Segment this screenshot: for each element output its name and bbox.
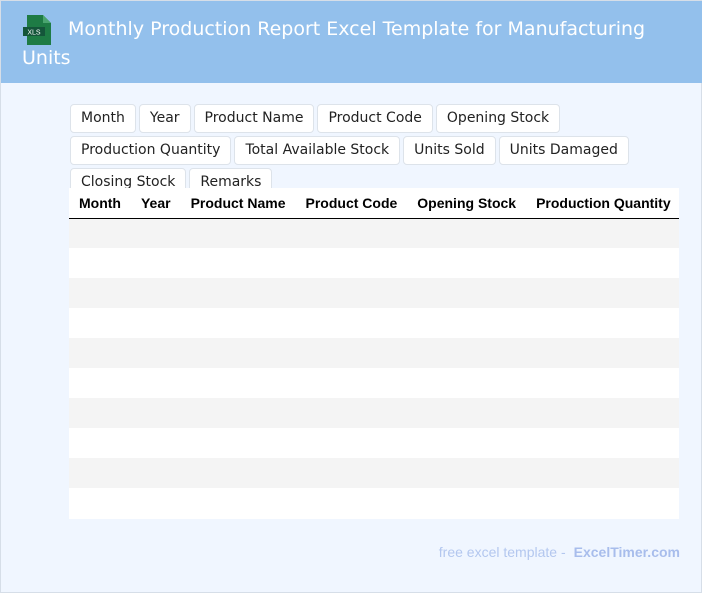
table-cell[interactable]	[131, 488, 181, 518]
table-row	[69, 218, 679, 248]
table-cell[interactable]	[526, 218, 679, 248]
table-cell[interactable]	[295, 398, 408, 428]
table-row	[69, 428, 679, 458]
table-cell[interactable]	[295, 338, 408, 368]
table-cell[interactable]	[526, 338, 679, 368]
field-chip[interactable]: Opening Stock	[435, 104, 561, 133]
table-cell[interactable]	[130, 458, 181, 488]
table-cell[interactable]	[526, 308, 679, 338]
table-cell[interactable]	[407, 248, 526, 278]
table-cell[interactable]	[69, 248, 131, 278]
column-header: Opening Stock	[407, 188, 527, 219]
field-chip[interactable]: Product Name	[193, 104, 315, 133]
column-header: Product Code	[295, 188, 408, 219]
page-header: XLS Monthly Production Report Excel Temp…	[1, 1, 702, 83]
table-cell[interactable]	[69, 458, 131, 488]
field-chip[interactable]: Units Sold	[403, 136, 496, 165]
table-cell[interactable]	[407, 428, 526, 458]
table-cell[interactable]	[526, 428, 679, 458]
field-chip[interactable]: Units Damaged	[498, 136, 629, 165]
table-row	[69, 368, 679, 398]
table-cell[interactable]	[296, 488, 408, 518]
table-cell[interactable]	[181, 248, 296, 278]
xls-file-icon: XLS	[23, 15, 51, 45]
table-cell[interactable]	[407, 458, 527, 488]
table-row	[69, 338, 679, 368]
table-cell[interactable]	[407, 368, 526, 398]
table-cell[interactable]	[131, 428, 181, 458]
table-cell[interactable]	[526, 368, 679, 398]
table-cell[interactable]	[180, 338, 296, 368]
table-cell[interactable]	[131, 368, 181, 398]
table-row	[69, 248, 679, 278]
table-cell[interactable]	[526, 488, 679, 518]
table-cell[interactable]	[131, 308, 181, 338]
column-header: Product Name	[180, 188, 296, 219]
table-row	[69, 308, 679, 338]
table-cell[interactable]	[295, 278, 408, 308]
table-cell[interactable]	[69, 368, 131, 398]
footer-text: free excel template -	[438, 544, 566, 560]
table-cell[interactable]	[180, 398, 296, 428]
field-chips: Month Year Product Name Product Code Opening…	[70, 104, 702, 197]
field-chip[interactable]: Year	[138, 104, 191, 133]
table-cell[interactable]	[296, 248, 408, 278]
data-table: Month Year Product Name Product Code Opening…	[69, 188, 679, 519]
table-cell[interactable]	[407, 338, 527, 368]
table-cell[interactable]	[69, 488, 131, 518]
table-cell[interactable]	[130, 218, 181, 248]
footer: free excel template - ExcelTimer.com	[439, 544, 680, 560]
field-chip[interactable]: Product Code	[317, 104, 433, 133]
column-header: Production Quantity	[526, 188, 679, 219]
svg-text:XLS: XLS	[27, 30, 41, 37]
table-cell[interactable]	[296, 368, 408, 398]
table-cell[interactable]	[296, 428, 408, 458]
column-header: Year	[130, 188, 181, 219]
page-title: Monthly Production Report Excel Template…	[22, 18, 646, 69]
table-cell[interactable]	[130, 278, 181, 308]
table-cell[interactable]	[295, 458, 408, 488]
table-cell[interactable]	[407, 218, 527, 248]
table-cell[interactable]	[69, 218, 131, 248]
field-chip[interactable]: Total Available Stock	[234, 136, 401, 165]
footer-link[interactable]: ExcelTimer.com	[573, 544, 680, 560]
column-header: Month	[69, 188, 131, 219]
table-row	[69, 488, 679, 518]
table-cell[interactable]	[131, 248, 181, 278]
table-cell[interactable]	[130, 338, 181, 368]
table-cell[interactable]	[180, 278, 296, 308]
table-row	[69, 458, 679, 488]
table-cell[interactable]	[407, 488, 526, 518]
table-cell[interactable]	[130, 398, 181, 428]
table-cell[interactable]	[407, 398, 527, 428]
field-chip[interactable]: Production Quantity	[70, 136, 232, 165]
table-cell[interactable]	[407, 308, 526, 338]
table-cell[interactable]	[526, 278, 679, 308]
table-cell[interactable]	[69, 308, 131, 338]
table-cell[interactable]	[180, 458, 296, 488]
table-cell[interactable]	[181, 428, 296, 458]
table-cell[interactable]	[69, 278, 131, 308]
table-cell[interactable]	[69, 338, 131, 368]
table-cell[interactable]	[296, 308, 408, 338]
table-row	[69, 398, 679, 428]
table-cell[interactable]	[180, 218, 296, 248]
table-cell[interactable]	[526, 248, 679, 278]
table-cell[interactable]	[69, 428, 131, 458]
field-chip[interactable]: Month	[70, 104, 136, 133]
table-cell[interactable]	[181, 488, 296, 518]
table-cell[interactable]	[181, 308, 296, 338]
table-row	[69, 278, 679, 308]
table-cell[interactable]	[69, 398, 131, 428]
table-cell[interactable]	[407, 278, 527, 308]
table-cell[interactable]	[526, 398, 679, 428]
table-cell[interactable]	[295, 218, 408, 248]
table-cell[interactable]	[526, 458, 679, 488]
table-cell[interactable]	[181, 368, 296, 398]
